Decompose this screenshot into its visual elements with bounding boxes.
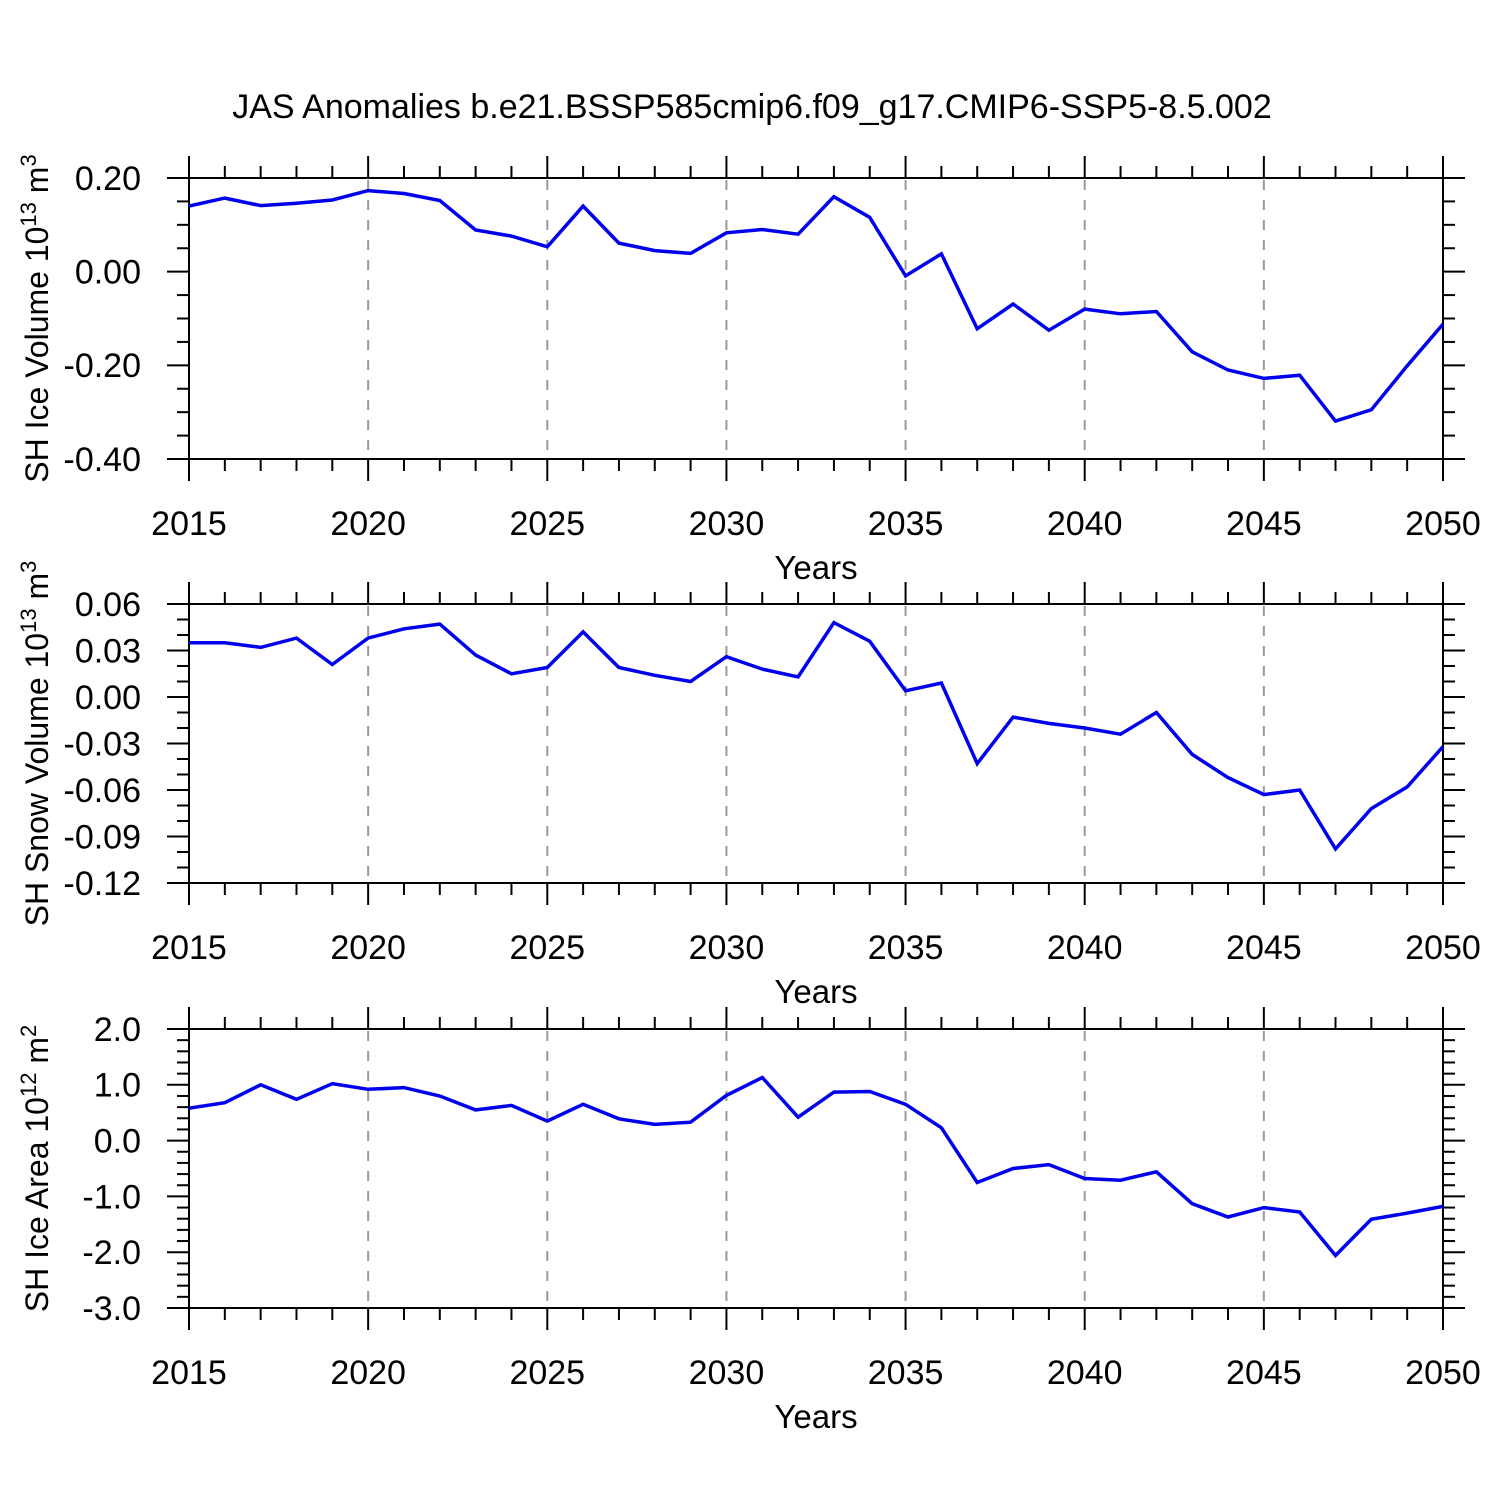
x-tick-label: 2030: [689, 1354, 765, 1392]
x-tick-label: 2030: [689, 929, 765, 967]
x-tick-label: 2050: [1405, 505, 1481, 543]
x-tick-label: 2035: [868, 1354, 944, 1392]
x-tick-label: 2025: [509, 929, 585, 967]
x-tick-label: 2050: [1405, 1354, 1481, 1392]
y-tick-label: -2.0: [82, 1234, 141, 1272]
y-axis-title: SH Snow Volume 1013​ m3​: [16, 561, 55, 927]
x-tick-label: 2015: [151, 929, 227, 967]
y-tick-label: -0.03: [64, 725, 142, 763]
data-line: [188, 1075, 1444, 1259]
plot-border: [188, 1028, 1444, 1309]
x-tick-label: 2020: [330, 929, 406, 967]
y-tick-label: 0.06: [75, 586, 141, 624]
x-tick-label: 2045: [1226, 505, 1302, 543]
y-tick-label: -1.0: [82, 1178, 141, 1216]
y-axis-title: SH Ice Area 1012​ m2​: [16, 1025, 55, 1313]
chart-title: JAS Anomalies b.e21.BSSP585cmip6.f09_g17…: [232, 88, 1272, 126]
x-tick-label: 2035: [868, 929, 944, 967]
x-tick-label: 2045: [1226, 1354, 1302, 1392]
x-axis-title: Years: [774, 549, 857, 586]
x-tick-label: 2040: [1047, 929, 1123, 967]
data-line: [189, 620, 1445, 852]
y-tick-label: 0.0: [94, 1123, 141, 1161]
x-tick-label: 2015: [151, 505, 227, 543]
x-tick-label: 2045: [1226, 929, 1302, 967]
y-tick-label: 0.20: [75, 160, 141, 198]
panel-sh-ice-area-10-12-m-2: 2.0 1.0 0.0 -1.0 -2.0 -3.0 2015 2020 2025 2030 203…: [16, 1007, 1481, 1435]
y-tick-label: -0.09: [64, 818, 142, 856]
x-tick-label: 2025: [509, 1354, 585, 1392]
x-axis-title: Years: [774, 973, 857, 1010]
y-tick-label: -0.20: [64, 347, 142, 385]
y-tick-label: -0.06: [64, 772, 142, 810]
y-tick-label: 2.0: [94, 1011, 141, 1049]
x-tick-label: 2020: [330, 1354, 406, 1392]
y-tick-label: -3.0: [82, 1290, 141, 1328]
x-tick-label: 2030: [689, 505, 765, 543]
x-tick-label: 2035: [868, 505, 944, 543]
x-tick-label: 2015: [151, 1354, 227, 1392]
x-tick-label: 2040: [1047, 1354, 1123, 1392]
x-tick-label: 2040: [1047, 505, 1123, 543]
y-tick-label: -0.40: [64, 441, 142, 479]
y-tick-label: 0.00: [75, 254, 141, 292]
x-axis-title: Years: [774, 1398, 857, 1435]
y-tick-label: 0.00: [75, 679, 141, 717]
plot-border: [188, 177, 1444, 460]
x-tick-label: 2020: [330, 505, 406, 543]
x-tick-label: 2050: [1405, 929, 1481, 967]
plot-border: [188, 603, 1444, 884]
x-tick-label: 2025: [509, 505, 585, 543]
data-line: [188, 188, 1445, 424]
y-tick-label: 0.03: [75, 632, 141, 670]
y-axis-title: SH Ice Volume 1013​ m3​: [16, 154, 55, 482]
y-tick-label: -0.12: [64, 865, 142, 903]
y-tick-label: 1.0: [94, 1067, 141, 1105]
